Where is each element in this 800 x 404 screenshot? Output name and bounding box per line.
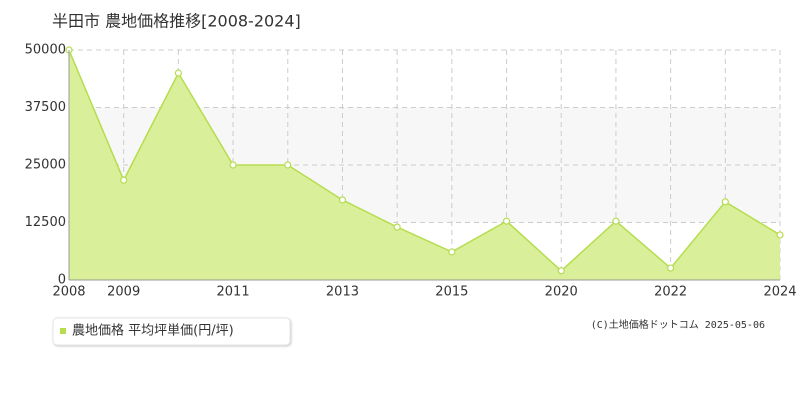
y-tick-label: 25000 bbox=[25, 158, 66, 173]
legend-box bbox=[52, 317, 291, 346]
point bbox=[174, 69, 182, 77]
y-tick-label: 0 bbox=[58, 273, 66, 288]
area bbox=[69, 50, 780, 280]
x-tick-label: 2009 bbox=[107, 285, 140, 300]
point bbox=[448, 248, 456, 256]
legend: 農地価格 平均坪単価(円/坪) bbox=[52, 317, 291, 346]
point bbox=[557, 267, 565, 275]
point bbox=[721, 198, 729, 206]
point bbox=[502, 217, 511, 225]
legend-swatch bbox=[60, 328, 66, 334]
y-tick-label: 50000 bbox=[25, 43, 66, 58]
point bbox=[776, 231, 784, 239]
x-tick-label: 2022 bbox=[654, 285, 687, 300]
x-tick-label: 2024 bbox=[763, 285, 796, 300]
y-tick-label: 12500 bbox=[25, 215, 66, 230]
line bbox=[68, 49, 781, 272]
point bbox=[229, 161, 237, 169]
point bbox=[120, 176, 128, 184]
x-tick-label: 2013 bbox=[326, 285, 359, 300]
legend-label: 農地価格 平均坪単価(円/坪) bbox=[72, 323, 234, 339]
point bbox=[612, 217, 620, 225]
point bbox=[284, 161, 292, 169]
x-tick-label: 2020 bbox=[545, 285, 578, 300]
point bbox=[667, 264, 675, 272]
y-tick-label: 37500 bbox=[25, 100, 66, 115]
point bbox=[393, 223, 401, 231]
point bbox=[338, 196, 347, 204]
x-tick-label: 2015 bbox=[435, 285, 468, 300]
chart-title: 半田市 農地価格推移[2008-2024] bbox=[52, 12, 301, 31]
x-tick-label: 2011 bbox=[217, 285, 250, 300]
x-tick-label: 2008 bbox=[52, 285, 85, 300]
credit: (C)土地価格ドットコム 2025-05-06 bbox=[591, 318, 765, 331]
